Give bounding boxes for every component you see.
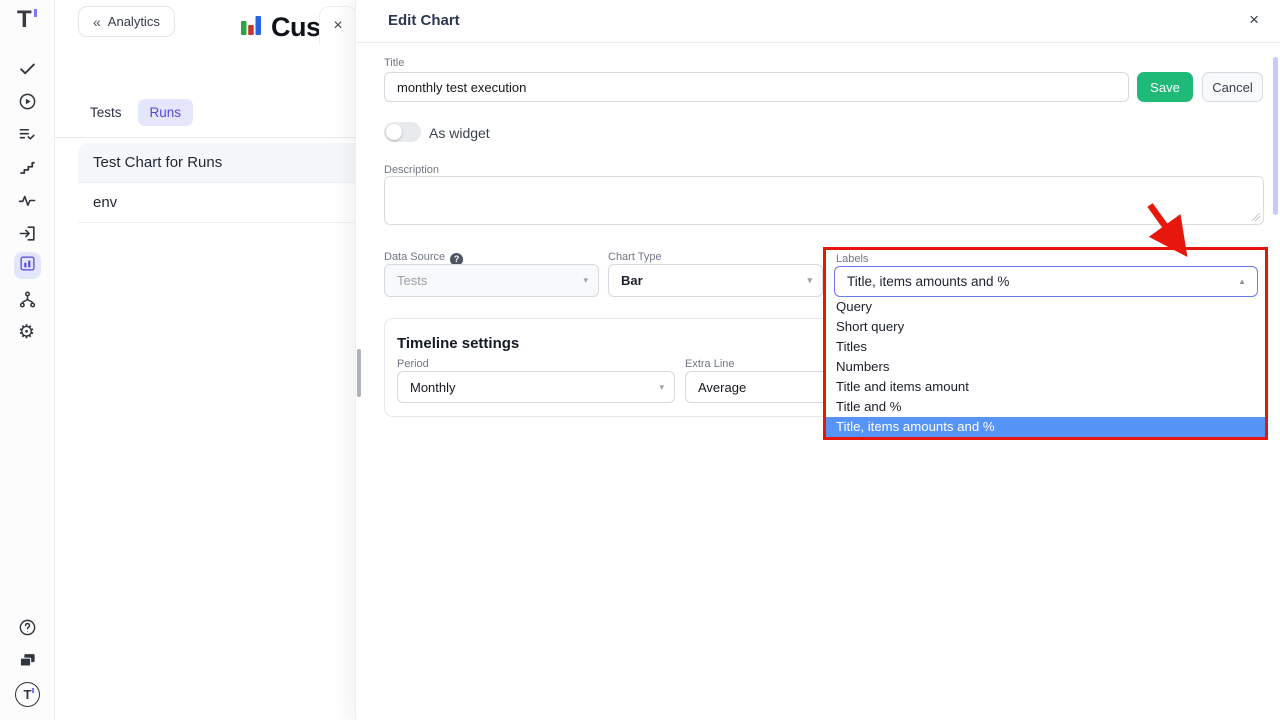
caret-up-icon: ▲ bbox=[1238, 277, 1246, 286]
caret-down-icon: ▾ bbox=[583, 275, 588, 285]
steps-icon[interactable] bbox=[18, 158, 38, 178]
list-item-chart[interactable]: Test Chart for Runs bbox=[78, 143, 355, 183]
data-source-label: Data Source? bbox=[384, 251, 464, 266]
check-icon[interactable] bbox=[18, 59, 38, 79]
app-logo-icon[interactable]: T bbox=[17, 6, 37, 33]
chart-emoji-icon bbox=[238, 12, 264, 43]
chart-type-value: Bar bbox=[621, 273, 643, 288]
caret-down-icon: ▾ bbox=[807, 275, 812, 285]
chart-type-label: Chart Type bbox=[608, 251, 662, 263]
chart-type-select[interactable]: Bar ▾ bbox=[608, 264, 823, 297]
modal-title: Edit Chart bbox=[388, 12, 460, 29]
data-source-label-text: Data Source bbox=[384, 251, 446, 263]
list-item-chart[interactable]: env bbox=[78, 183, 355, 223]
description-label: Description bbox=[384, 164, 440, 176]
back-button-label: Analytics bbox=[107, 14, 160, 29]
back-chevrons-icon: « bbox=[93, 13, 101, 30]
annotation-red-box: Labels Title, items amounts and % ▲ Quer… bbox=[823, 247, 1268, 440]
labels-select-value: Title, items amounts and % bbox=[847, 274, 1010, 289]
period-label: Period bbox=[397, 358, 429, 370]
save-button[interactable]: Save bbox=[1137, 72, 1193, 102]
option-titles[interactable]: Titles bbox=[836, 339, 868, 354]
list-check-icon[interactable] bbox=[18, 125, 38, 145]
projects-icon[interactable] bbox=[18, 651, 38, 671]
modal-scrollbar[interactable] bbox=[1273, 57, 1278, 215]
tab-runs[interactable]: Runs bbox=[137, 99, 194, 126]
option-short-query[interactable]: Short query bbox=[836, 319, 905, 334]
chart-list-label: env bbox=[93, 194, 118, 211]
sidebar-item-analytics-active[interactable] bbox=[14, 252, 41, 279]
caret-down-icon: ▾ bbox=[659, 381, 664, 392]
option-title-items-amounts-percent-selected[interactable]: Title, items amounts and % bbox=[826, 417, 1265, 437]
cancel-button[interactable]: Cancel bbox=[1202, 72, 1263, 102]
bar-chart-icon bbox=[19, 255, 36, 277]
description-textarea[interactable] bbox=[384, 176, 1264, 225]
sign-in-icon[interactable] bbox=[18, 224, 38, 244]
toggle-knob bbox=[386, 124, 402, 140]
back-to-analytics-button[interactable]: « Analytics bbox=[78, 6, 175, 37]
edit-chart-modal: Edit Chart × Title monthly test executio… bbox=[355, 0, 1280, 720]
extra-line-label: Extra Line bbox=[685, 358, 735, 370]
timeline-settings-heading: Timeline settings bbox=[397, 335, 520, 352]
icon-rail: T ⚙ T bbox=[0, 0, 55, 720]
tab-close-button[interactable]: × bbox=[319, 6, 357, 44]
analytics-panel: « Analytics Custom C × Tests Runs Test C… bbox=[55, 0, 378, 720]
gear-icon[interactable]: ⚙ bbox=[18, 322, 36, 343]
resize-grip-icon[interactable] bbox=[1252, 213, 1260, 221]
modal-header: Edit Chart × bbox=[356, 0, 1280, 43]
title-input-value: monthly test execution bbox=[397, 79, 527, 95]
option-title-items-amount[interactable]: Title and items amount bbox=[836, 379, 969, 394]
modal-close-icon[interactable]: × bbox=[1249, 10, 1259, 29]
data-source-select: Tests ▾ bbox=[384, 264, 599, 297]
labels-label: Labels bbox=[836, 253, 869, 265]
period-select[interactable]: Monthly ▾ bbox=[397, 371, 675, 403]
labels-select[interactable]: Title, items amounts and % ▲ bbox=[834, 266, 1258, 297]
divider bbox=[55, 137, 355, 138]
option-query[interactable]: Query bbox=[836, 299, 872, 314]
close-icon: × bbox=[333, 16, 343, 34]
help-icon[interactable] bbox=[18, 618, 38, 638]
extra-line-value: Average bbox=[698, 379, 747, 395]
as-widget-label: As widget bbox=[429, 125, 490, 141]
chart-scope-tabs: Tests Runs bbox=[88, 99, 194, 126]
option-numbers[interactable]: Numbers bbox=[836, 359, 890, 374]
activity-icon[interactable] bbox=[18, 191, 38, 211]
chart-list-label: Test Chart for Runs bbox=[93, 154, 223, 171]
title-input[interactable]: monthly test execution bbox=[384, 72, 1129, 102]
help-badge-icon[interactable]: ? bbox=[450, 252, 464, 266]
period-value: Monthly bbox=[410, 379, 456, 395]
account-avatar[interactable]: T bbox=[15, 682, 40, 707]
tab-tests[interactable]: Tests bbox=[90, 105, 122, 120]
branch-icon[interactable] bbox=[18, 290, 38, 310]
play-circle-icon[interactable] bbox=[18, 92, 38, 112]
panel-scrollbar[interactable] bbox=[357, 349, 361, 397]
labels-option-list: Query Short query Titles Numbers Title a… bbox=[826, 297, 1265, 437]
as-widget-toggle[interactable] bbox=[384, 122, 421, 142]
title-field-label: Title bbox=[384, 57, 405, 69]
option-title-percent[interactable]: Title and % bbox=[836, 399, 902, 414]
data-source-value: Tests bbox=[397, 273, 428, 288]
